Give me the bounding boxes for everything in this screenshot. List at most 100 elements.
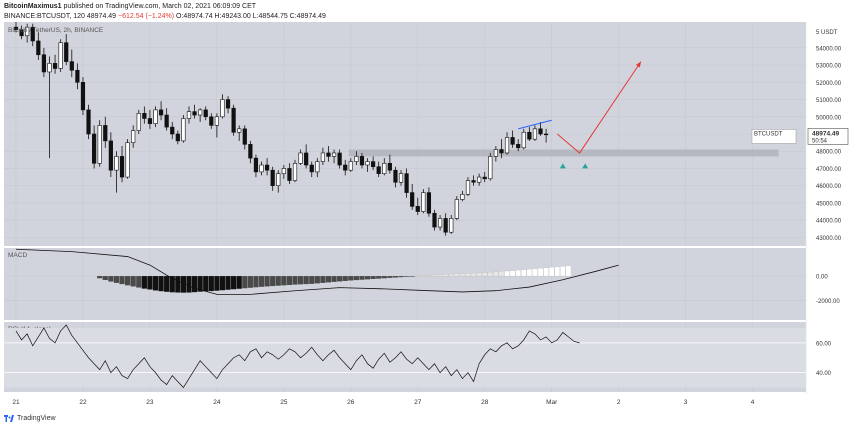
macd-histogram-bar [543,267,549,277]
candle-body-down [164,114,169,128]
candle-body-up [237,128,242,133]
x-tick-label: 22 [79,399,87,406]
macd-histogram-bar [554,266,561,277]
candle-body-down [103,125,108,142]
candle [348,158,353,172]
macd-histogram-bar [364,276,371,280]
macd-histogram-bar [342,276,348,281]
macd-histogram-bar [459,273,466,277]
candle-body-down [253,157,259,173]
candle [521,128,526,150]
macd-histogram-bar [303,276,309,285]
candle [365,158,370,172]
macd-histogram-bar [286,276,293,285]
candle [281,165,286,179]
ohlc-values: O:48974.74 H:49243.00 L:48544.75 C:48974… [176,13,326,20]
macd-histogram-bar [337,276,343,282]
trend-line [518,119,552,130]
candle [488,152,493,181]
candle [449,214,454,234]
macd-histogram-bar [437,274,443,277]
chart-header: BitcoinMaximus1 published on TradingView… [0,0,850,22]
symbol-tag [751,129,797,144]
candle-body-down [86,109,91,135]
candle-body-down [36,40,41,56]
x-tick-label: 27 [414,399,422,406]
candle [175,130,180,145]
candle-body-up [259,164,264,173]
tradingview-logo[interactable]: TradingView [4,414,56,424]
macd-histogram-bar [381,276,387,279]
candle [387,154,392,174]
series-title: Bitcoin / TetherUS, 2h, BINANCE [8,27,104,34]
macd-histogram-bar [297,276,304,285]
candle [64,34,69,66]
macd-histogram-bar [281,276,287,286]
macd-histogram-bar [136,276,142,288]
candle-body-up [365,161,370,166]
author-name[interactable]: BitcoinMaximus1 [4,3,62,10]
candle [538,121,543,136]
candle [181,115,186,143]
candle-body-up [25,26,30,37]
candle-body-down [264,164,270,171]
candle-body-up [114,156,119,171]
candle-body-up [320,152,326,162]
candle-body-up [292,162,298,181]
y-tick-label: 51000.00 [816,98,842,104]
rsi-y-tick-label: 40.00 [816,371,832,377]
macd-histogram-bar [537,268,544,277]
candle [371,156,376,171]
candle-body-up [477,176,482,183]
candle-body-down [147,118,153,124]
macd-histogram-bar [420,275,427,277]
candle-body-down [69,61,74,71]
candle-body-up [125,142,130,178]
macd-histogram-bar [415,275,421,277]
macd-histogram-bar [431,274,438,277]
macd-histogram-bar [314,276,320,284]
candle-body-up [398,173,404,183]
candle-body-up [449,218,454,233]
candle-body-up [186,111,192,119]
macd-histogram-bar [560,266,566,277]
candle-body-down [443,218,448,233]
macd-histogram-bar [275,276,281,286]
macd-histogram-bar [113,276,120,283]
macd-histogram-bar [203,276,209,292]
macd-histogram-bar [197,276,203,292]
candle-body-up [331,152,337,157]
chart-canvas[interactable]: 21 22 23 24 25 26 27 28 Mar 2 3 443000.0044000.0045… [0,22,850,410]
x-tick-label: 23 [146,399,154,406]
macd-histogram-bar [97,276,103,279]
candle-body-up [198,109,203,116]
candle-body-up [315,161,320,173]
macd-histogram-bar [309,276,315,284]
candle [164,108,169,131]
candle-body-down [343,164,348,171]
candle [97,120,102,167]
support-zone [348,149,779,157]
time-scale [4,394,806,410]
x-tick-label: 28 [481,399,489,406]
macd-y-tick-label: -2000.00 [816,299,840,305]
candle-body-up [354,156,359,162]
macd-line [15,248,619,295]
last-price: 48974.49 [86,13,117,20]
candle [493,146,498,162]
macd-histogram-bar [392,276,399,278]
last-price-countdown: 50:54 [812,138,828,144]
candle-body-down [304,152,309,166]
macd-histogram-bar [521,269,527,277]
candle-body-down [19,29,24,37]
candle [527,127,532,141]
candle-body-down [410,192,415,207]
candle-body-up [181,118,186,142]
candle-body-down [170,126,175,135]
macd-histogram-bar [247,276,253,288]
macd-histogram-bar [270,276,276,287]
candle [532,125,538,141]
rsi-y-tick-label: 60.00 [816,341,832,347]
candle-body-up [214,116,219,126]
y-tick-label: 47000.00 [816,167,842,173]
